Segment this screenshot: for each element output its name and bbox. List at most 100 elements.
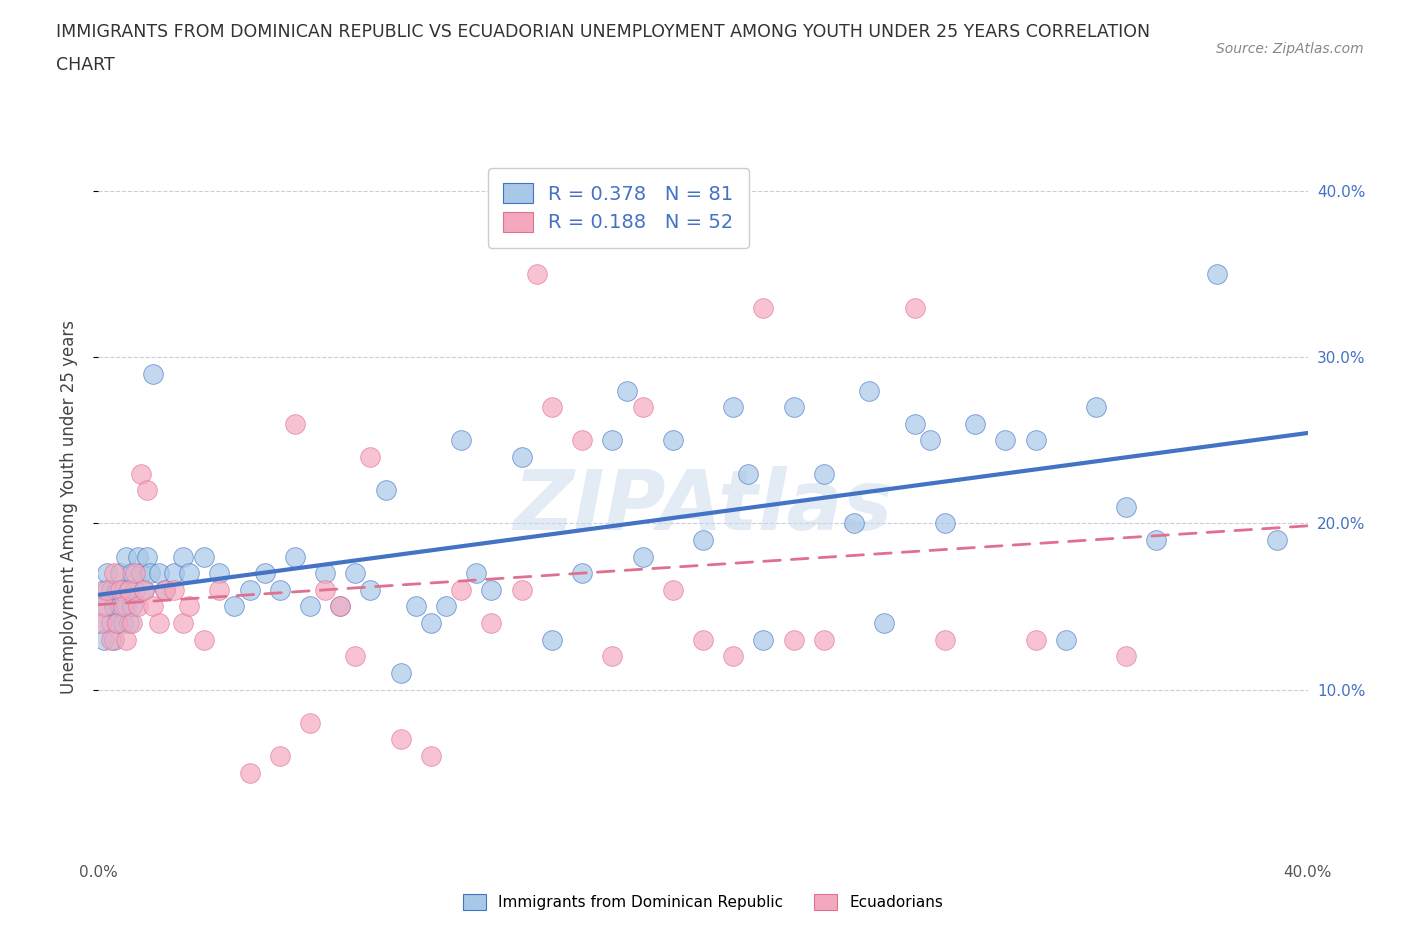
Point <box>93 582 115 597</box>
Point <box>1085 400 1108 415</box>
Point <box>389 732 412 747</box>
Point <box>135 483 157 498</box>
Point <box>284 417 307 432</box>
Point <box>873 616 896 631</box>
Point <box>208 565 231 580</box>
Point <box>344 565 367 580</box>
Point <box>127 550 149 565</box>
Point <box>918 433 941 448</box>
Point <box>239 582 262 597</box>
Point <box>269 582 291 597</box>
Point <box>124 582 146 597</box>
Point <box>481 616 503 631</box>
Point <box>153 582 176 597</box>
Point <box>1115 499 1137 514</box>
Point <box>127 599 149 614</box>
Point <box>100 632 122 647</box>
Point <box>904 300 927 315</box>
Point <box>510 582 533 597</box>
Point <box>103 632 125 647</box>
Point <box>129 466 152 481</box>
Point <box>208 582 231 597</box>
Point <box>114 632 136 647</box>
Point <box>723 649 745 664</box>
Point <box>813 466 835 481</box>
Point <box>135 550 157 565</box>
Point <box>96 599 118 614</box>
Point <box>783 400 806 415</box>
Point <box>103 599 125 614</box>
Point <box>602 649 624 664</box>
Point <box>1054 632 1077 647</box>
Point <box>108 582 131 597</box>
Point <box>148 616 170 631</box>
Point <box>239 765 262 780</box>
Point <box>96 565 118 580</box>
Point <box>121 599 143 614</box>
Point <box>90 616 112 631</box>
Y-axis label: Unemployment Among Youth under 25 years: Unemployment Among Youth under 25 years <box>59 320 77 694</box>
Point <box>269 749 291 764</box>
Point <box>172 550 194 565</box>
Point <box>662 433 685 448</box>
Point <box>420 616 443 631</box>
Point <box>108 599 131 614</box>
Point <box>172 616 194 631</box>
Point <box>132 582 155 597</box>
Point <box>148 565 170 580</box>
Point <box>163 582 186 597</box>
Point <box>783 632 806 647</box>
Point <box>420 749 443 764</box>
Point <box>934 516 956 531</box>
Point <box>105 582 128 597</box>
Point <box>100 582 122 597</box>
Point <box>118 616 141 631</box>
Point <box>284 550 307 565</box>
Text: Source: ZipAtlas.com: Source: ZipAtlas.com <box>1216 42 1364 56</box>
Point <box>193 632 215 647</box>
Point <box>692 632 714 647</box>
Legend: Immigrants from Dominican Republic, Ecuadorians: Immigrants from Dominican Republic, Ecua… <box>456 886 950 918</box>
Point <box>224 599 246 614</box>
Point <box>193 550 215 565</box>
Point <box>571 433 593 448</box>
Text: IMMIGRANTS FROM DOMINICAN REPUBLIC VS ECUADORIAN UNEMPLOYMENT AMONG YOUTH UNDER : IMMIGRANTS FROM DOMINICAN REPUBLIC VS EC… <box>56 23 1150 41</box>
Point <box>434 599 457 614</box>
Point <box>163 565 186 580</box>
Point <box>93 599 115 614</box>
Point <box>108 565 131 580</box>
Point <box>1024 433 1046 448</box>
Point <box>526 267 548 282</box>
Point <box>540 632 562 647</box>
Point <box>737 466 759 481</box>
Point <box>631 400 654 415</box>
Point <box>90 616 112 631</box>
Point <box>1144 533 1167 548</box>
Point <box>314 565 336 580</box>
Point <box>129 565 152 580</box>
Point <box>904 417 927 432</box>
Point <box>858 383 880 398</box>
Text: ZIPAtlas: ZIPAtlas <box>513 466 893 548</box>
Point <box>118 582 141 597</box>
Point <box>179 565 201 580</box>
Point <box>142 366 165 381</box>
Point <box>111 616 134 631</box>
Point <box>481 582 503 597</box>
Point <box>329 599 352 614</box>
Text: CHART: CHART <box>56 56 115 73</box>
Point <box>121 565 143 580</box>
Point <box>253 565 276 580</box>
Point <box>105 616 128 631</box>
Point <box>114 599 136 614</box>
Point <box>631 550 654 565</box>
Point <box>105 616 128 631</box>
Point <box>994 433 1017 448</box>
Point <box>96 582 118 597</box>
Point <box>142 599 165 614</box>
Point <box>934 632 956 647</box>
Point <box>616 383 638 398</box>
Point <box>121 616 143 631</box>
Point <box>314 582 336 597</box>
Point <box>93 632 115 647</box>
